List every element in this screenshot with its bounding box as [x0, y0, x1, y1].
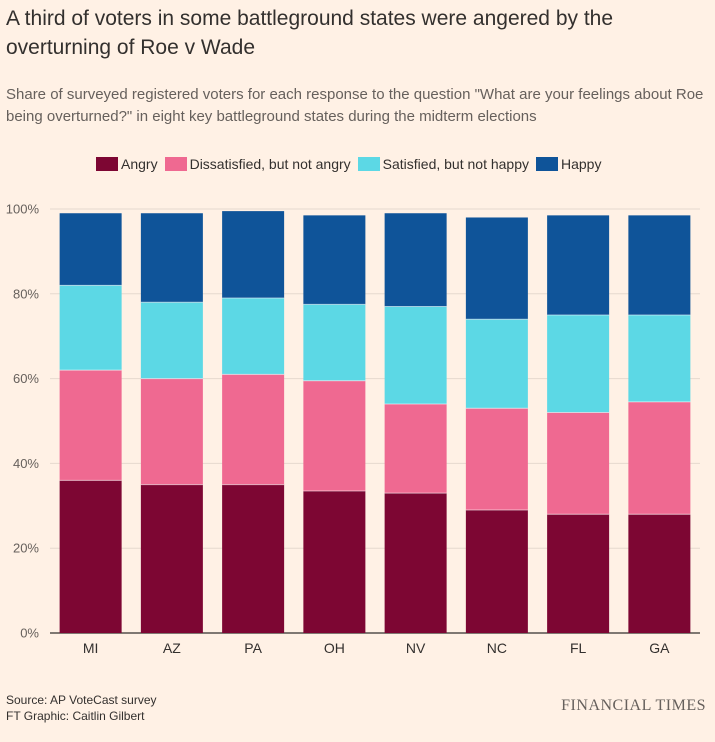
legend-swatch-dissatisfied	[164, 157, 187, 171]
bar-segment-pa-0	[222, 484, 285, 633]
y-tick-label: 20%	[13, 541, 39, 556]
x-tick-label: NV	[406, 640, 426, 656]
bar-segment-mi-2	[59, 285, 122, 371]
bar-segment-fl-3	[547, 215, 610, 315]
bar-segment-nv-0	[384, 493, 447, 633]
x-tick-label: GA	[649, 640, 670, 656]
legend-label-angry: Angry	[121, 156, 158, 172]
x-tick-label: AZ	[163, 640, 181, 656]
chart-footer: Source: AP VoteCast survey FT Graphic: C…	[6, 692, 157, 724]
y-tick-label: 60%	[13, 371, 39, 386]
bar-segment-ga-3	[628, 215, 691, 315]
source-note: Source: AP VoteCast survey	[6, 693, 157, 707]
legend-swatch-satisfied	[357, 157, 380, 171]
legend-item-satisfied: Satisfied, but not happy	[357, 156, 529, 172]
bar-segment-oh-1	[303, 380, 366, 491]
bar-segment-az-0	[140, 484, 203, 633]
graphic-credit: FT Graphic: Caitlin Gilbert	[6, 709, 145, 723]
y-tick-label: 0%	[20, 626, 39, 641]
stacked-bar-chart: 0% 20% 40% 60% 80% 100% MI AZ PA OH NV NC FL GA	[6, 202, 700, 656]
chart-legend: Angry Dissatisfied, but not angry Satisf…	[96, 156, 608, 172]
bar-segment-nv-3	[384, 213, 447, 307]
legend-swatch-angry	[96, 157, 118, 171]
bar-segment-nc-2	[465, 319, 528, 409]
bar-segment-nv-1	[384, 404, 447, 494]
bar-segment-pa-3	[222, 211, 285, 299]
x-tick-label: PA	[244, 640, 262, 656]
bar-segment-az-2	[140, 302, 203, 379]
chart-subtitle: Share of surveyed registered voters for …	[6, 86, 704, 125]
legend-item-dissatisfied: Dissatisfied, but not angry	[164, 156, 351, 172]
x-tick-label: MI	[83, 640, 99, 656]
bar-segment-nc-0	[465, 510, 528, 633]
x-tick-label: NC	[487, 640, 507, 656]
legend-item-angry: Angry	[96, 156, 158, 172]
bar-segment-mi-0	[59, 480, 122, 633]
bar-segment-ga-0	[628, 514, 691, 633]
ft-brand-logo: FINANCIAL TIMES	[561, 697, 706, 714]
chart-title: A third of voters in some battleground s…	[6, 7, 614, 59]
x-tick-label: OH	[324, 640, 345, 656]
bar-segment-ga-2	[628, 315, 691, 402]
legend-label-dissatisfied: Dissatisfied, but not angry	[189, 156, 351, 172]
legend-label-satisfied: Satisfied, but not happy	[382, 156, 529, 172]
bar-segment-fl-2	[547, 315, 610, 413]
bar-segment-pa-1	[222, 374, 285, 485]
bar-segment-oh-2	[303, 304, 366, 381]
y-tick-label: 100%	[6, 202, 40, 217]
bar-segment-ga-1	[628, 401, 691, 515]
bar-segment-nv-2	[384, 306, 447, 405]
bar-segment-fl-1	[547, 412, 610, 515]
bar-segment-pa-2	[222, 298, 285, 375]
legend-item-happy: Happy	[536, 156, 601, 172]
bar-segment-oh-3	[303, 215, 366, 305]
bar-segment-mi-3	[59, 213, 122, 286]
legend-label-happy: Happy	[561, 156, 602, 172]
bar-segment-oh-0	[303, 490, 366, 633]
bar-segment-mi-1	[59, 370, 122, 481]
bar-segment-nc-1	[465, 408, 528, 511]
legend-swatch-happy	[536, 157, 558, 171]
y-tick-label: 80%	[13, 286, 39, 301]
bar-segment-az-1	[140, 378, 203, 485]
bar-segment-nc-3	[465, 217, 528, 320]
y-tick-label: 40%	[13, 456, 39, 471]
x-tick-label: FL	[570, 640, 587, 656]
bar-segment-az-3	[140, 213, 203, 303]
bar-segment-fl-0	[547, 514, 610, 633]
